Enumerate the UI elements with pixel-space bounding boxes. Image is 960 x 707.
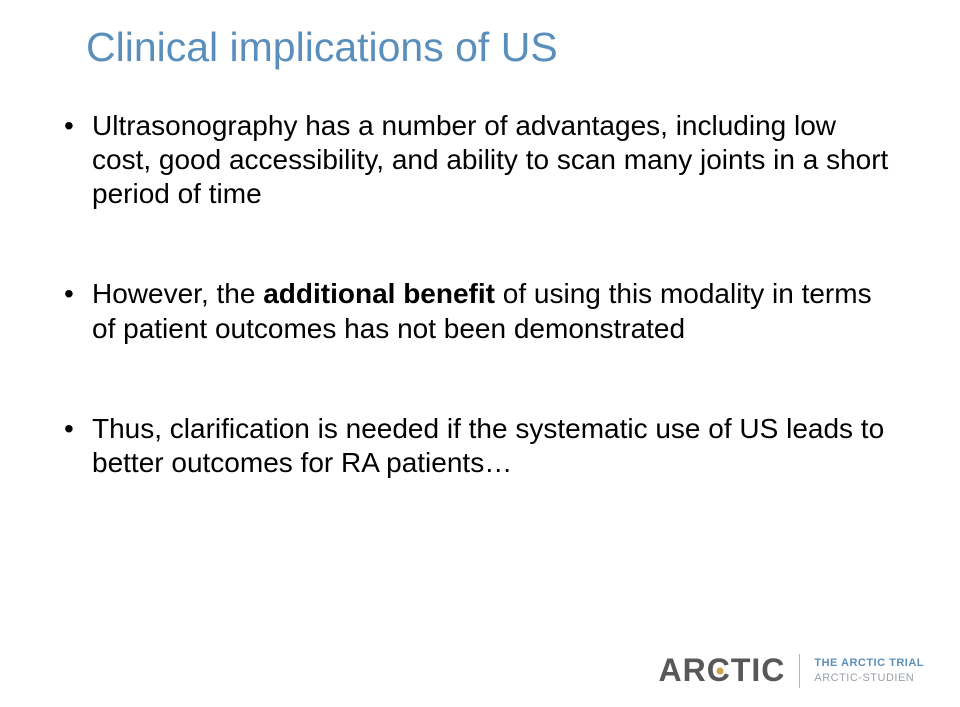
bullet-text-before: However, the bbox=[92, 278, 263, 309]
logo-letter: R bbox=[683, 652, 707, 689]
bullet-text-before: Thus, clarification is needed if the sys… bbox=[92, 413, 884, 478]
logo-sub-line1: THE ARCTIC TRIAL bbox=[814, 656, 924, 671]
bullet-item: Thus, clarification is needed if the sys… bbox=[64, 412, 896, 480]
bullet-list: Ultrasonography has a number of advantag… bbox=[64, 109, 896, 480]
bullet-item: However, the additional benefit of using… bbox=[64, 277, 896, 345]
logo-letter: A bbox=[658, 652, 682, 689]
bullet-item: Ultrasonography has a number of advantag… bbox=[64, 109, 896, 211]
logo-letter: I bbox=[751, 652, 761, 689]
logo-word: ARCTIC bbox=[658, 652, 785, 689]
bullet-text-before: Ultrasonography has a number of advantag… bbox=[92, 110, 888, 209]
logo-letter: T bbox=[731, 652, 752, 689]
logo-sub-line2: ARCTIC-STUDIEN bbox=[814, 671, 924, 686]
footer-logo: ARCTIC THE ARCTIC TRIAL ARCTIC-STUDIEN bbox=[658, 652, 924, 689]
slide: Clinical implications of US Ultrasonogra… bbox=[0, 0, 960, 707]
bullet-text-bold: additional benefit bbox=[263, 278, 495, 309]
logo-dot-icon bbox=[716, 668, 723, 675]
logo-divider bbox=[799, 654, 800, 688]
logo-letter-c: C bbox=[707, 652, 731, 689]
logo-letter: C bbox=[761, 652, 785, 689]
logo-subtext: THE ARCTIC TRIAL ARCTIC-STUDIEN bbox=[814, 656, 924, 686]
slide-title: Clinical implications of US bbox=[86, 24, 896, 71]
